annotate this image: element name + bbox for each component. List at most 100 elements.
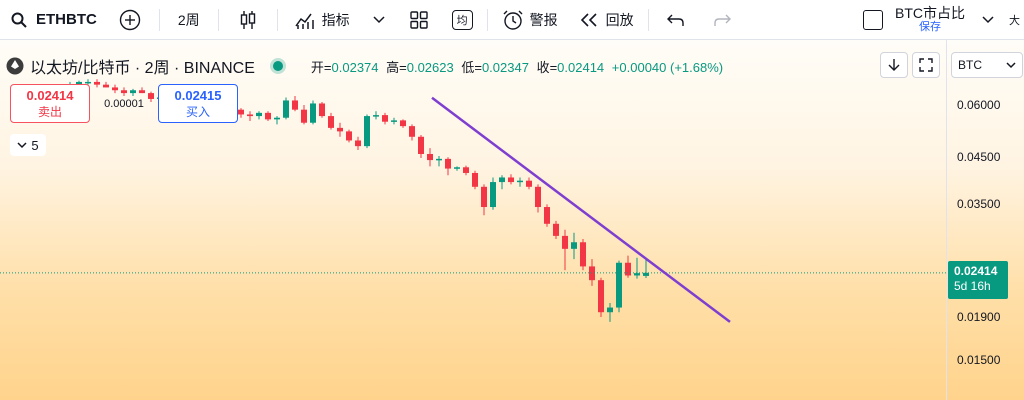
undo-button[interactable] (653, 0, 699, 40)
candle (256, 111, 262, 120)
candle (310, 100, 316, 125)
indicators-dropdown[interactable] (362, 0, 396, 40)
candle (364, 114, 370, 149)
alert-button[interactable]: 警报 (492, 0, 568, 40)
candle (283, 97, 289, 120)
redo-button[interactable] (699, 0, 745, 40)
candle (445, 157, 451, 176)
candle (121, 87, 127, 97)
candle (409, 124, 415, 141)
sell-price: 0.02414 (26, 88, 74, 103)
low-value: 0.02347 (481, 59, 529, 75)
close-value: 0.02414 (557, 59, 605, 75)
chevron-down-icon (17, 141, 27, 148)
compare-dropdown[interactable] (971, 0, 1005, 40)
divider (158, 8, 160, 31)
fullscreen-button[interactable] (912, 52, 940, 78)
symbol-search[interactable]: ETHBTC (0, 0, 105, 40)
candle (391, 117, 397, 125)
symbol-logo-icon (6, 57, 24, 75)
change-value: +0.00040 (+1.68%) (611, 59, 724, 75)
scale-header: BTC (951, 52, 1023, 78)
candle (562, 229, 568, 271)
candle (481, 184, 487, 216)
compare-symbol[interactable]: BTC市占比 保存 (889, 6, 971, 34)
interval-button[interactable]: 2周 (177, 11, 200, 28)
download-button[interactable] (880, 52, 908, 78)
sell-button[interactable]: 0.02414 卖出 (10, 84, 90, 123)
save-link[interactable]: 保存 (919, 20, 941, 33)
add-symbol-button[interactable] (105, 0, 155, 40)
indicators-label: 指标 (321, 11, 350, 28)
legend-title[interactable]: 以太坊/比特币 · 2周 · BINANCE (30, 60, 255, 77)
candle (130, 88, 136, 97)
open-value: 0.02374 (331, 59, 379, 75)
compare-checkbox[interactable] (863, 9, 883, 30)
candle (598, 277, 604, 317)
candle (355, 136, 361, 151)
chart-pane[interactable]: 以太坊/比特币 · 2周 · BINANCE 开=0.02374 高=0.026… (0, 40, 946, 400)
divider (486, 8, 488, 31)
spread-value: 0.00001 (104, 97, 144, 110)
trend-line[interactable] (431, 96, 731, 323)
rewind-icon (578, 9, 600, 31)
candle (499, 175, 505, 190)
candle (571, 232, 577, 260)
replay-button[interactable]: 回放 (568, 0, 644, 40)
candle (634, 257, 640, 279)
last-price-badge: 0.02414 5d 16h (948, 261, 1008, 299)
search-icon (8, 9, 30, 31)
close-key: 收= (536, 59, 558, 75)
redo-icon (711, 9, 733, 31)
indicators-button[interactable]: 指标 (282, 0, 362, 40)
divider (276, 8, 278, 31)
high-value: 0.02623 (406, 59, 454, 75)
layouts-button[interactable] (396, 0, 442, 40)
ohlc-values: 开=0.02374 高=0.02623 低=0.02347 收=0.02414 … (307, 57, 723, 76)
candle (94, 79, 100, 88)
trade-panel: 0.02414 卖出 0.00001 0.02415 买入 (10, 84, 238, 123)
chevron-down-icon (368, 9, 390, 31)
candle (418, 134, 424, 159)
price-tick: 0.01900 (957, 310, 1001, 324)
alert-label: 警报 (529, 11, 558, 28)
more-button[interactable]: 大 (1009, 14, 1020, 27)
candle (490, 177, 496, 210)
market-status-dot[interactable] (272, 61, 283, 71)
currency-select[interactable]: BTC (951, 52, 1023, 78)
currency-label: BTC (958, 58, 982, 72)
sell-label: 卖出 (37, 105, 62, 119)
avg-button[interactable]: 均 (442, 0, 483, 40)
chart-type-button[interactable] (223, 0, 273, 40)
price-scale[interactable]: BTC 0.06000 0.04500 0.03500 0.01900 0.01… (946, 40, 1024, 400)
indicator-count: 5 (31, 137, 39, 153)
candle (292, 96, 298, 112)
high-key: 高= (386, 59, 407, 75)
candle (463, 165, 469, 176)
chevron-down-icon (977, 9, 999, 31)
candle (247, 111, 253, 122)
open-key: 开= (310, 59, 332, 75)
candle (238, 108, 244, 118)
symbol-label: ETHBTC (36, 11, 97, 28)
candles-icon (237, 9, 259, 31)
candle (454, 166, 460, 171)
candle (553, 220, 559, 240)
candle (508, 174, 514, 185)
price-tick: 0.06000 (957, 98, 1001, 112)
candle (607, 302, 613, 322)
price-tick: 0.01500 (957, 353, 1001, 367)
buy-button[interactable]: 0.02415 买入 (158, 84, 238, 123)
fullscreen-icon (919, 58, 933, 72)
candle (274, 116, 280, 125)
buy-label: 买入 (185, 105, 210, 119)
price-tick: 0.04500 (957, 150, 1001, 164)
price-chart[interactable] (0, 40, 946, 400)
arrow-down-icon (888, 59, 900, 71)
candle (346, 129, 352, 143)
candle (319, 101, 325, 118)
indicator-collapse-button[interactable]: 5 (10, 134, 46, 156)
candle (112, 84, 118, 94)
undo-icon (665, 9, 687, 31)
candle (526, 177, 532, 190)
